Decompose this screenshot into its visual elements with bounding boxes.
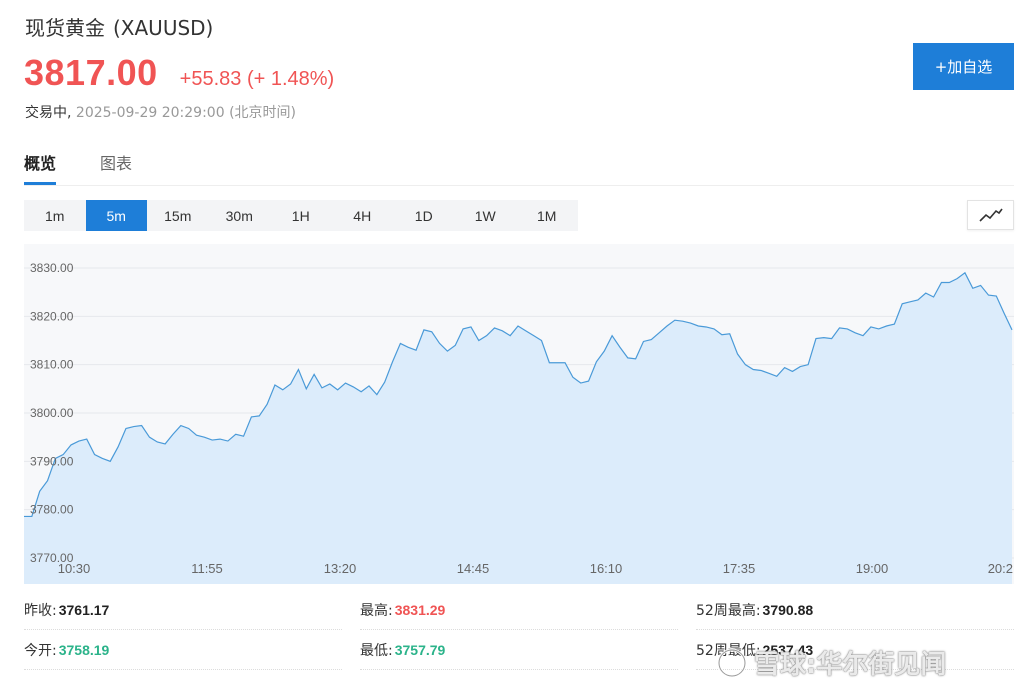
period-1w[interactable]: 1W	[474, 207, 496, 224]
period-4h[interactable]: 4H	[353, 207, 372, 224]
tab-overview[interactable]: 概览	[24, 148, 57, 185]
stat-value: 3761.17	[58, 601, 110, 618]
stat-prev-close: 昨收: 3761.17	[24, 590, 342, 630]
price-row: 3817.00 +55.83 (+ 1.48%)	[24, 52, 334, 94]
period-15m[interactable]: 15m	[164, 207, 192, 224]
price-change: +55.83 (+ 1.48%)	[180, 68, 335, 91]
instrument-code: (XAUUSD)	[113, 16, 214, 40]
stat-value: 3758.19	[58, 641, 110, 658]
stat-low: 最低: 3757.79	[360, 630, 678, 670]
period-30m[interactable]: 30m	[225, 207, 253, 224]
stat-open: 今开: 3758.19	[24, 630, 342, 670]
y-tick-label: 3820.00	[30, 309, 74, 323]
stats-row: 今开: 3758.19 最低: 3757.79 52周最低: 2537.43	[24, 630, 1014, 670]
stat-value: 3831.29	[394, 601, 446, 618]
add-watchlist-button[interactable]: +加自选	[913, 43, 1014, 90]
stat-value: 3790.88	[762, 601, 814, 618]
x-tick-label: 20:2	[988, 561, 1013, 576]
view-tabs: 概览 图表	[24, 148, 1014, 186]
period-1h[interactable]: 1H	[291, 207, 310, 224]
tab-chart[interactable]: 图表	[100, 154, 133, 173]
x-tick-label: 19:00	[856, 561, 889, 576]
x-tick-label: 10:30	[58, 561, 91, 576]
stat-high: 最高: 3831.29	[360, 590, 678, 630]
timezone-label: (北京时间)	[229, 105, 296, 121]
y-tick-label: 3790.00	[30, 454, 74, 468]
price-chart[interactable]: 3830.00 3820.00 3810.00 3800.00 3790.00 3780.…	[24, 244, 1014, 584]
price-line	[24, 271, 1013, 518]
instrument-name: 现货黄金	[25, 16, 105, 40]
change-percent: (+ 1.48%)	[246, 68, 335, 90]
y-tick-label: 3810.00	[30, 358, 74, 372]
x-tick-label: 17:35	[723, 561, 756, 576]
snowball-logo-icon	[717, 648, 747, 677]
last-price: 3817.00	[24, 52, 158, 93]
watermark: 雪球:华尔街见闻	[716, 644, 946, 681]
change-amount: +55.83	[179, 68, 242, 90]
y-tick-label: 3780.00	[30, 503, 74, 517]
period-1m[interactable]: 1m	[45, 207, 65, 224]
line-chart-icon	[978, 208, 1003, 222]
watermark-text: 雪球:华尔街见闻	[754, 650, 947, 680]
x-tick-label: 14:45	[457, 561, 490, 576]
stat-52w-high: 52周最高: 3790.88	[696, 590, 1014, 630]
x-tick-label: 11:55	[191, 561, 223, 576]
chart-type-button[interactable]	[967, 200, 1014, 230]
period-5m[interactable]: 5m	[85, 200, 147, 231]
trading-status: 交易中, 2025-09-29 20:29:00 (北京时间)	[25, 102, 296, 122]
period-1mo[interactable]: 1M	[537, 207, 557, 224]
stats-row: 昨收: 3761.17 最高: 3831.29 52周最高: 3790.88	[24, 590, 1014, 630]
period-1d[interactable]: 1D	[414, 207, 433, 224]
price-area	[24, 272, 1012, 584]
stat-value: 2537.43	[762, 641, 814, 658]
y-tick-label: 3770.00	[30, 551, 74, 565]
x-tick-label: 13:20	[324, 561, 357, 576]
stat-value: 3757.79	[394, 641, 446, 658]
y-tick-label: 3800.00	[30, 406, 74, 420]
chart-canvas: 3830.00 3820.00 3810.00 3800.00 3790.00 3780.…	[24, 261, 1014, 584]
period-selector: 1m 5m 15m 30m 1H 4H 1D 1W 1M	[24, 200, 578, 231]
quote-timestamp: 2025-09-29 20:29:00	[75, 105, 225, 121]
status-text: 交易中,	[25, 105, 72, 121]
x-tick-label: 16:10	[590, 561, 623, 576]
y-tick-label: 3830.00	[30, 261, 74, 275]
stats-table: 昨收: 3761.17 最高: 3831.29 52周最高: 3790.88 今开: 3…	[24, 590, 1014, 670]
instrument-title: 现货黄金 (XAUUSD)	[25, 12, 213, 41]
